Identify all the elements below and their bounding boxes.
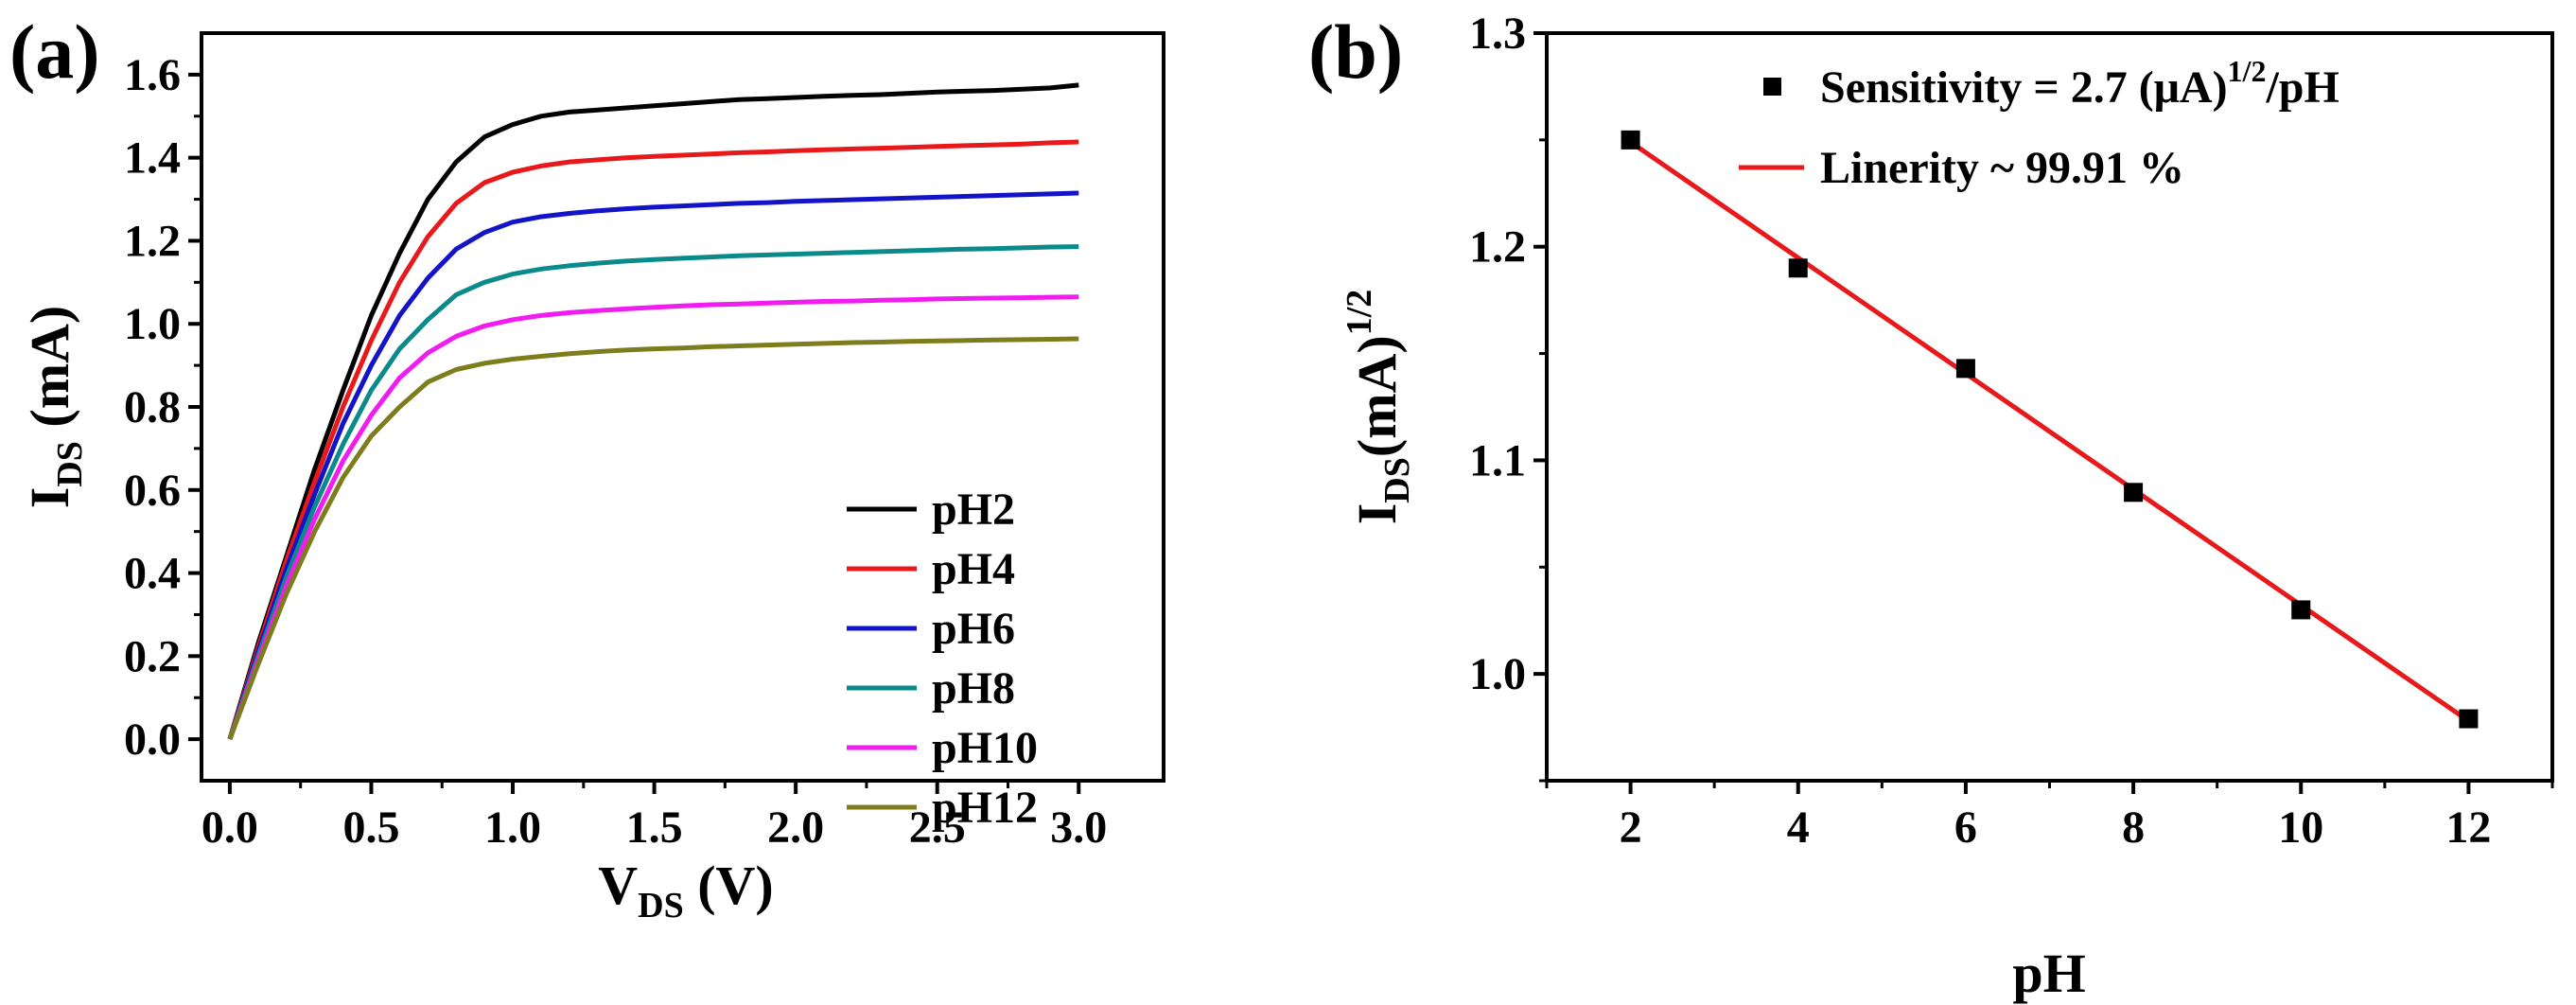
data-point	[2291, 600, 2311, 620]
legend-label-ph4: pH4	[932, 544, 1015, 594]
y-tick-label: 0.2	[124, 631, 181, 681]
panel-a-label: (a)	[9, 9, 100, 95]
panel-b-legend: Sensitivity = 2.7 (μA)1/2/pH Linerity ~ …	[1739, 54, 2339, 193]
x-tick-label: 1.5	[626, 802, 683, 853]
y-tick-label: 1.2	[124, 216, 181, 266]
y-tick-label: 0.0	[124, 714, 181, 765]
y-tick-label: 1.3	[1469, 9, 1526, 59]
data-point	[2124, 483, 2144, 502]
panel-b-points-group	[1621, 130, 2479, 729]
y-tick-label: 1.0	[1469, 649, 1526, 699]
legend-label-ph2: pH2	[932, 485, 1015, 535]
legend-label-sensitivity: Sensitivity = 2.7 (μA)1/2/pH	[1820, 54, 2339, 113]
x-tick-label: 2	[1620, 802, 1642, 853]
panel-b-x-axis-title: pH	[2012, 943, 2085, 1004]
panel-a-chart: (a) 0.0 0.5 1.0 1.5 2.0 2.5 3.0 0.00.20.40.60.…	[9, 9, 1165, 926]
x-tick-label: 8	[2122, 802, 2145, 853]
panel-b-y-axis-title: IDS(mA)1/2	[1340, 290, 1417, 525]
x-tick-label: 2.0	[767, 802, 824, 853]
x-tick-label: 0.5	[342, 802, 399, 853]
series-line-ph6	[227, 190, 1079, 740]
data-point	[2459, 709, 2479, 729]
x-tick-label: 12	[2445, 802, 2491, 853]
panel-a-y-ticks: 0.0 0.2 0.4 0.6 0.8 1.0 1.2 1.4 1.6	[124, 50, 202, 765]
y-tick-label: 1.4	[124, 133, 181, 184]
panel-a-x-ticks: 0.0 0.5 1.0 1.5 2.0 2.5 3.0	[202, 781, 1107, 853]
panel-b-label: (b)	[1308, 9, 1403, 95]
x-tick-label: 1.0	[484, 802, 541, 853]
y-tick-label: 1.6	[124, 50, 181, 100]
panel-b-x-ticks: 2 4 6 8 10 12	[1545, 781, 2554, 853]
legend-marker-sensitivity	[1763, 78, 1781, 96]
x-tick-label: 10	[2278, 802, 2323, 853]
series-line-ph10	[227, 294, 1079, 740]
y-tick-label: 1.2	[1469, 222, 1526, 273]
series-line-ph2	[227, 82, 1079, 740]
x-tick-label: 6	[1954, 802, 1977, 853]
x-tick-label: 3.0	[1050, 802, 1107, 853]
legend-label-ph8: pH8	[932, 663, 1015, 714]
panel-a-y-axis-title: IDS (mA)	[19, 306, 90, 509]
data-point	[1788, 258, 1808, 278]
y-tick-label: 1.0	[124, 299, 181, 349]
y-tick-label: 1.1	[1469, 435, 1526, 485]
panel-b-chart: (b) 2 4 6 8 10 12 1.0 1.1 1.2 1.3 Sensitivity = …	[1308, 9, 2554, 1004]
legend-label-ph12: pH12	[932, 783, 1038, 833]
panel-a-legend: pH2 pH4 pH6 pH8 pH10 pH12	[847, 485, 1038, 833]
series-line-ph12	[227, 336, 1079, 740]
legend-label-ph10: pH10	[932, 723, 1038, 773]
panel-b-fit-group	[1629, 140, 2470, 723]
fit-line	[1629, 140, 2470, 723]
y-tick-label: 0.4	[124, 549, 181, 599]
data-point	[1955, 359, 1975, 379]
panel-a-x-axis-title: VDS (V)	[598, 855, 773, 926]
y-tick-label: 0.8	[124, 382, 181, 432]
series-line-ph8	[227, 244, 1079, 740]
legend-label-linearity: Linerity ~ 99.91 %	[1820, 143, 2184, 193]
data-point	[1621, 130, 1640, 150]
panel-a-series-group	[227, 82, 1079, 740]
y-tick-label: 0.6	[124, 466, 181, 516]
series-line-ph4	[227, 139, 1079, 740]
legend-label-ph6: pH6	[932, 604, 1015, 654]
panel-b-y-ticks: 1.0 1.1 1.2 1.3	[1469, 9, 1547, 783]
x-tick-label: 2.5	[909, 802, 966, 853]
x-tick-label: 0.0	[202, 802, 258, 853]
x-tick-label: 4	[1787, 802, 1810, 853]
